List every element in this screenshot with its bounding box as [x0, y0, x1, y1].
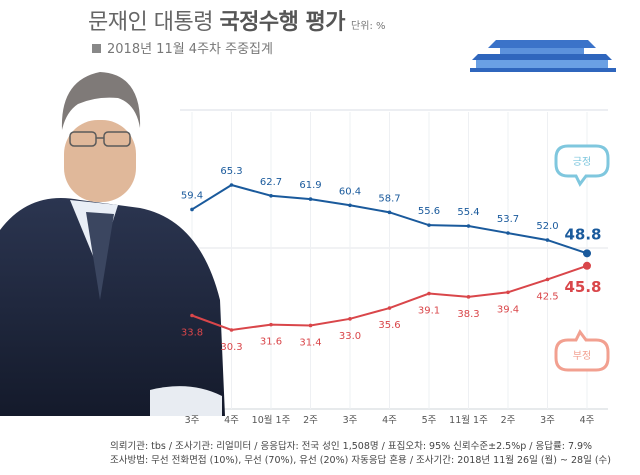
data-point: [466, 295, 471, 299]
data-label: 39.4: [497, 304, 519, 315]
data-label: 59.4: [181, 190, 203, 201]
x-tick-labels: 3주 4주 10월 1주 2주 3주 4주 5주 11월 1주 2주 3주 4주: [185, 414, 595, 426]
x-tick-label: 4주: [382, 415, 397, 426]
plot-area: [180, 108, 608, 416]
data-label: 33.8: [181, 328, 203, 339]
data-point: [348, 317, 352, 321]
data-point: [387, 306, 392, 310]
title-regular: 문재인 대통령: [88, 10, 213, 35]
subtitle-text: 2018년 11월 4주차 주중집계: [107, 42, 273, 57]
x-tick-label: 4주: [580, 415, 595, 426]
footer-line-1: 의뢰기관: tbs / 조사기관: 리얼미터 / 응응답자: 전국 성인 1,5…: [110, 441, 593, 452]
data-label: 30.3: [220, 342, 242, 353]
x-tick-label: 2주: [303, 415, 318, 426]
data-label: 45.8: [564, 278, 601, 296]
data-label: 65.3: [220, 166, 242, 177]
legend-negative-bubble: [554, 329, 610, 372]
series-layer: 59.4 65.3 62.7 61.9 60.4 58.7 55.6 55.4 53.7 52.0…: [181, 166, 602, 353]
data-point: [427, 223, 431, 227]
data-point: [545, 238, 550, 242]
data-label: 42.5: [536, 291, 558, 302]
data-label: 55.4: [457, 207, 479, 218]
x-tick-label: 10월 1주: [252, 414, 291, 426]
data-label: 31.6: [260, 337, 282, 348]
data-label: 60.4: [339, 186, 361, 197]
data-label: 48.8: [564, 225, 601, 243]
data-label: 52.0: [536, 221, 558, 232]
data-label: 61.9: [299, 180, 321, 191]
data-label: 33.0: [339, 331, 361, 342]
data-label: 58.7: [378, 193, 400, 204]
legend-negative: 부정: [554, 329, 610, 372]
portrait: [0, 72, 225, 416]
data-label: 53.7: [497, 214, 519, 225]
legend-positive: 긍정: [554, 144, 610, 187]
data-point: [506, 231, 510, 235]
data-point: [229, 328, 234, 332]
data-label: 39.1: [418, 306, 440, 317]
data-label: 62.7: [260, 177, 282, 188]
x-tick-label: 4주: [224, 415, 239, 426]
legend-negative-label: 부정: [573, 350, 591, 362]
data-label: 35.6: [378, 320, 400, 331]
square-bullet-icon: [92, 44, 101, 53]
data-point: [387, 210, 392, 215]
vertical-gridlines: [191, 112, 588, 409]
data-point: [466, 224, 471, 228]
footer-notes: 의뢰기관: tbs / 조사기관: 리얼미터 / 응응답자: 전국 성인 1,5…: [110, 440, 635, 468]
x-tick-label: 3주: [540, 415, 555, 426]
data-point: [583, 249, 591, 258]
data-point: [190, 313, 194, 318]
data-point: [269, 193, 273, 198]
x-tick-label: 5주: [422, 415, 437, 426]
legend-positive-bubble: [554, 144, 610, 187]
footer-line-2: 조사방법: 무선 전화면접 (10%), 무선 (70%), 유선 (20%) …: [110, 455, 612, 466]
data-point: [427, 291, 431, 296]
data-point: [506, 290, 510, 295]
data-point: [348, 203, 352, 208]
data-label: 31.4: [299, 337, 321, 348]
x-tick-label: 11월 1주: [449, 414, 488, 426]
data-point: [190, 207, 194, 212]
blue-house-logo: [470, 40, 616, 72]
data-point: [545, 277, 550, 282]
data-point: [308, 197, 313, 201]
data-label: 55.6: [418, 206, 440, 217]
x-tick-label: 3주: [343, 415, 358, 426]
x-tick-label: 3주: [185, 415, 200, 426]
legend-positive-label: 긍정: [573, 156, 591, 168]
x-tick-label: 2주: [501, 415, 516, 426]
unit-label: 단위: %: [351, 21, 386, 32]
data-point: [583, 261, 591, 270]
data-label: 38.3: [457, 309, 479, 320]
data-point: [269, 322, 273, 327]
title-bold: 국정수행 평가: [219, 10, 346, 35]
data-point: [229, 183, 234, 187]
chart-title: 문재인 대통령 국정수행 평가 단위: %: [88, 4, 386, 36]
data-point: [308, 323, 313, 328]
chart-subtitle: 2018년 11월 4주차 주중집계: [92, 38, 273, 57]
